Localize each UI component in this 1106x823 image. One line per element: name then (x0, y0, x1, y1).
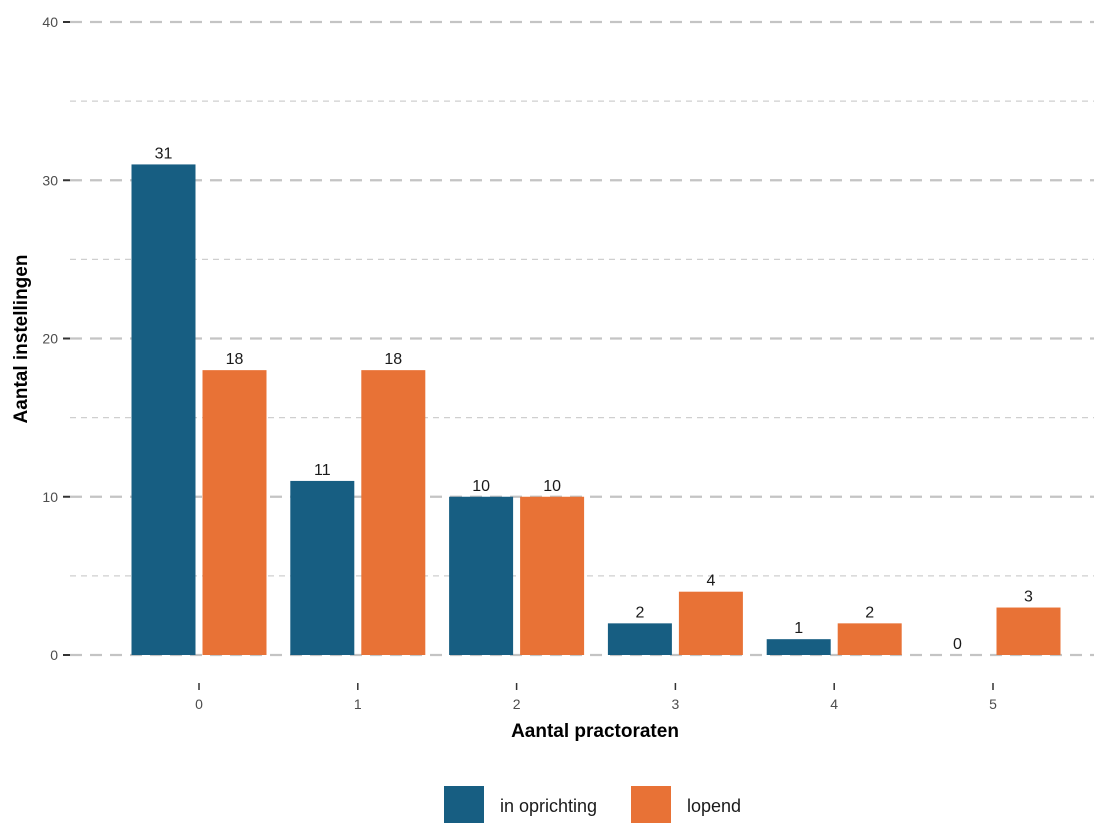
y-axis-title: Aantal instellingen (11, 255, 32, 424)
data-label-in-oprichting: 0 (953, 636, 962, 653)
bar-lopend (996, 607, 1061, 655)
bar-lopend (837, 623, 902, 655)
y-tick-label: 10 (42, 489, 58, 505)
bars (131, 164, 1061, 656)
data-label-in-oprichting: 10 (472, 478, 490, 495)
bar-lopend (361, 370, 426, 655)
x-axis-title: Aantal practoraten (511, 721, 679, 742)
x-tick-label: 3 (672, 696, 680, 712)
x-tick-label: 0 (195, 696, 203, 712)
bar-lopend (678, 591, 743, 655)
legend-label-in-oprichting: in oprichting (500, 796, 597, 816)
data-label-lopend: 2 (865, 604, 874, 621)
bar-in-oprichting (449, 496, 514, 655)
data-label-lopend: 10 (543, 478, 561, 495)
legend-swatch-in-oprichting (444, 786, 484, 823)
y-tick-label: 30 (42, 172, 58, 188)
bar-lopend (520, 496, 585, 655)
data-label-lopend: 4 (706, 573, 715, 590)
x-axis: 0 1 2 3 4 5 (195, 683, 997, 712)
bar-in-oprichting (290, 480, 355, 655)
bar-in-oprichting (607, 623, 672, 655)
y-axis: 0 10 20 30 40 (42, 14, 70, 663)
x-tick-label: 5 (989, 696, 997, 712)
bar-in-oprichting (766, 639, 831, 655)
data-label-lopend: 18 (384, 351, 402, 368)
x-tick-label: 2 (513, 696, 521, 712)
x-tick-label: 1 (354, 696, 362, 712)
y-tick-label: 0 (50, 647, 58, 663)
data-label-in-oprichting: 2 (635, 604, 644, 621)
legend-label-lopend: lopend (687, 796, 741, 816)
data-label-lopend: 3 (1024, 589, 1033, 606)
data-label-lopend: 18 (226, 351, 244, 368)
y-tick-label: 20 (42, 331, 58, 347)
data-label-in-oprichting: 1 (794, 620, 803, 637)
data-label-in-oprichting: 31 (155, 145, 173, 162)
data-label-in-oprichting: 11 (314, 462, 331, 479)
legend-swatch-lopend (631, 786, 671, 823)
legend: in oprichting lopend (444, 786, 741, 823)
x-tick-label: 4 (830, 696, 838, 712)
bar-lopend (202, 370, 267, 655)
y-tick-label: 40 (42, 14, 58, 30)
bar-in-oprichting (131, 164, 196, 656)
